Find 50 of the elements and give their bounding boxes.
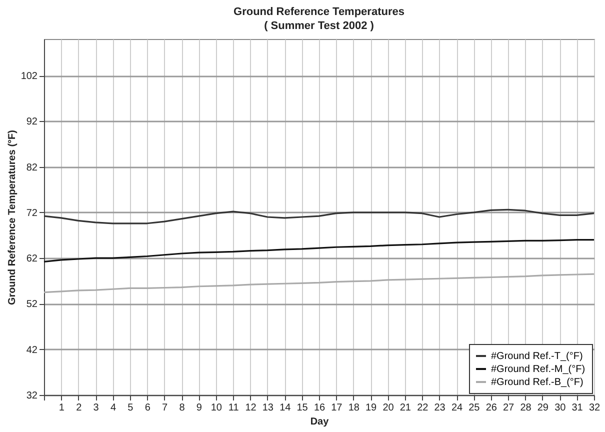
x-tick-label: 26 [486, 402, 498, 414]
x-tick-label: 14 [280, 402, 292, 414]
y-tick-label: 82 [26, 162, 38, 174]
x-tick-label: 3 [93, 402, 100, 414]
x-tick-label: 30 [554, 402, 566, 414]
line-series [43, 208, 595, 224]
x-tick-label: 20 [382, 402, 394, 414]
x-tick-label: 18 [348, 402, 360, 414]
x-tick-label: 31 [572, 402, 584, 414]
x-tick-label: 13 [262, 402, 274, 414]
x-tick-label: 1 [58, 402, 65, 414]
legend-label: #Ground Ref.-T_(°F) [491, 351, 583, 362]
y-tick-label: 102 [20, 71, 38, 82]
x-tick-label: 22 [417, 402, 429, 414]
x-tick-label: 11 [228, 402, 240, 414]
x-tick-label: 6 [144, 402, 151, 414]
x-tick-label: 8 [179, 402, 186, 414]
x-tick-label: 24 [451, 402, 463, 414]
x-tick-label: 27 [503, 402, 515, 414]
x-tick-label: 9 [196, 402, 202, 414]
x-tick-label: 17 [331, 402, 343, 414]
x-tick-label: 25 [468, 402, 480, 414]
y-tick-label: 52 [26, 299, 38, 310]
chart-subtitle: ( Summer Test 2002 ) [264, 20, 374, 32]
x-tick-label: 19 [366, 402, 378, 414]
chart-title: Ground Reference Temperatures [234, 6, 404, 18]
x-tick-label: 29 [537, 402, 549, 414]
x-tick-label: 15 [296, 402, 308, 414]
x-tick-label: 10 [210, 402, 222, 414]
x-axis-title: Day [310, 416, 330, 428]
x-tick-label: 16 [314, 402, 326, 414]
x-tick-label: 4 [110, 402, 116, 414]
x-tick-label: 21 [400, 402, 412, 414]
y-tick-label: 32 [26, 390, 38, 402]
x-tick-label: 23 [434, 402, 446, 414]
y-axis-title: Ground Reference Temperatures (°F) [6, 130, 18, 305]
x-tick-label: 2 [76, 402, 82, 414]
legend-label: #Ground Ref.-B_(°F) [491, 377, 584, 388]
x-tick-label: 32 [588, 402, 600, 414]
line-series [43, 273, 595, 294]
y-tick-label: 72 [26, 208, 38, 219]
y-tick-label: 62 [26, 254, 38, 265]
y-tick-label: 42 [26, 344, 38, 356]
x-tick-label: 12 [245, 402, 257, 414]
legend-label: #Ground Ref.-M_(°F) [491, 364, 586, 375]
x-tick-label: 7 [162, 402, 168, 414]
x-tick-label: 5 [128, 402, 134, 414]
line-series [43, 239, 595, 263]
x-tick-label: 28 [520, 402, 532, 414]
y-tick-label: 92 [26, 116, 38, 128]
